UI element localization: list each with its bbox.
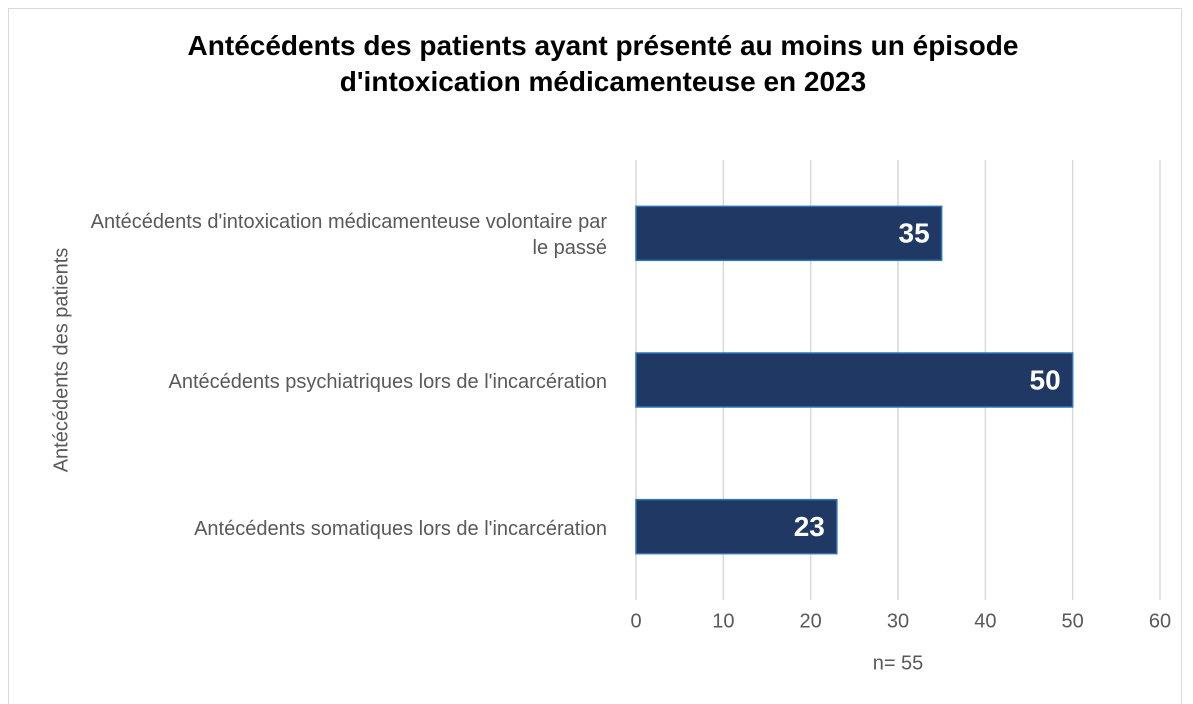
x-tick-label: 20 — [800, 610, 822, 632]
y-axis-label: Antécédents des patients — [50, 247, 73, 473]
x-axis-label: n= 55 — [872, 652, 924, 675]
x-tick-label: 40 — [974, 610, 996, 632]
y-tick-label: Antécédents d'intoxication médicamenteus… — [90, 211, 607, 260]
data-label: 35 — [899, 218, 930, 249]
y-tick-label: Antécédents somatiques lors de l'incarcé… — [194, 517, 607, 540]
data-label: 50 — [1030, 364, 1061, 395]
bar — [635, 352, 1074, 408]
data-label: 23 — [794, 511, 825, 542]
x-tick-label: 10 — [712, 610, 734, 632]
x-tick-label: 60 — [1149, 610, 1171, 632]
x-tick-label: 30 — [887, 610, 909, 632]
x-tick-label: 0 — [630, 610, 641, 632]
y-tick-label: Antécédents psychiatriques lors de l'inc… — [168, 371, 608, 393]
bar — [635, 205, 943, 262]
chart-title: Antécédents des patients ayant présenté … — [187, 30, 1019, 97]
x-tick-label: 50 — [1062, 610, 1084, 632]
chart-frame — [8, 8, 1182, 704]
bar — [635, 498, 838, 555]
